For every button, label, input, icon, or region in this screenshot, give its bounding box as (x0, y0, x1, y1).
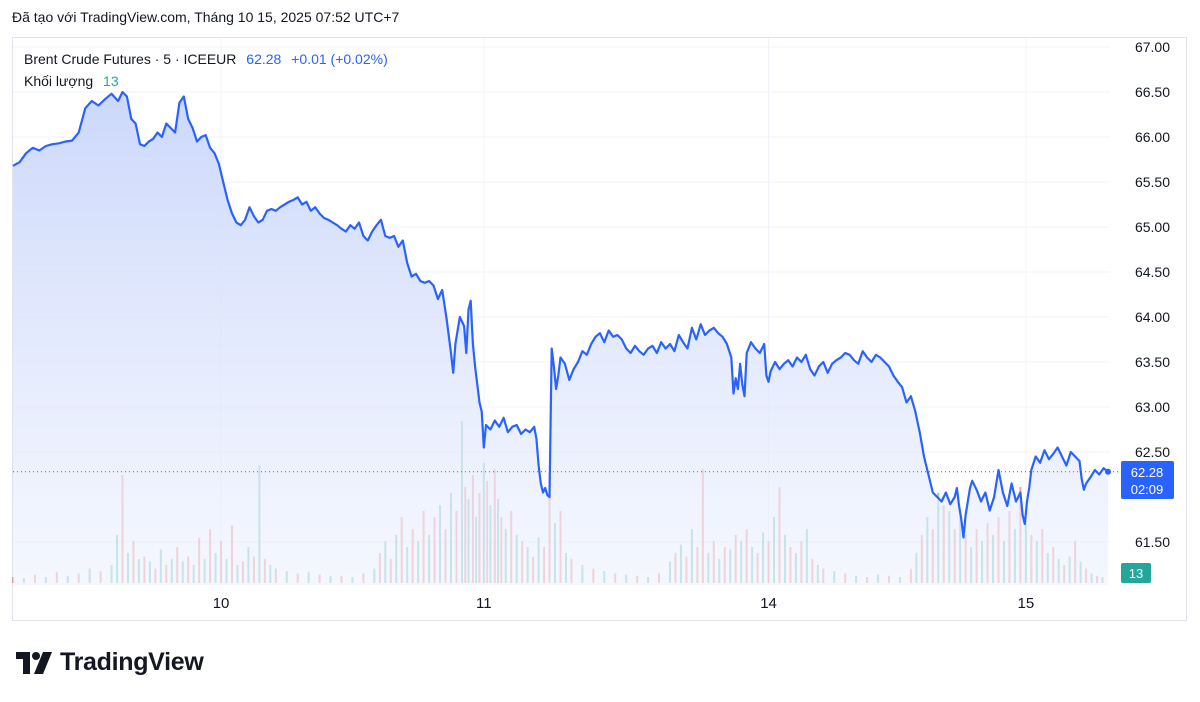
price-tick-label: 66.00 (1135, 129, 1170, 145)
price-tick-label: 67.00 (1135, 39, 1170, 55)
price-tick-label: 63.50 (1135, 354, 1170, 370)
last-price-dot (1105, 468, 1111, 475)
symbol-row[interactable]: Brent Crude Futures · 5 · ICEEUR 62.28 +… (24, 48, 388, 70)
price-tick-label: 64.00 (1135, 309, 1170, 325)
price-tick-label: 62.50 (1135, 444, 1170, 460)
price-change: +0.01 (+0.02%) (291, 51, 388, 67)
last-price-badge: 62.28 02:09 (1121, 461, 1174, 499)
time-axis[interactable]: 10 11 14 15 (213, 595, 1035, 612)
volume-badge-bg (1121, 563, 1151, 583)
tradingview-logo-icon (16, 651, 52, 674)
bar-countdown: 02:09 (1131, 482, 1164, 497)
last-price-badge-bg (1121, 461, 1174, 499)
chart-legend[interactable]: Brent Crude Futures · 5 · ICEEUR 62.28 +… (24, 48, 388, 92)
tradingview-logo-text: TradingView (60, 648, 204, 676)
price-tick-label: 66.50 (1135, 84, 1170, 100)
price-axis[interactable]: 67.00 66.50 66.00 65.50 65.00 64.50 64.00 63.50… (1135, 39, 1170, 550)
chart-frame[interactable] (12, 37, 1187, 621)
price-tick-label: 65.00 (1135, 219, 1170, 235)
price-tick-label: 64.50 (1135, 264, 1170, 280)
volume-row[interactable]: Khối lượng 13 (24, 70, 388, 92)
symbol-title[interactable]: Brent Crude Futures · 5 · ICEEUR (24, 51, 237, 67)
tradingview-logo[interactable]: TradingView (16, 648, 204, 677)
volume-badge: 13 (1121, 563, 1151, 583)
last-price: 62.28 (246, 51, 282, 67)
volume-value: 13 (103, 73, 119, 89)
price-line (12, 90, 1109, 539)
time-tick-label: 10 (213, 595, 230, 612)
price-tick-label: 65.50 (1135, 174, 1170, 190)
chart-caption: Đã tạo với TradingView.com, Tháng 10 15,… (12, 9, 400, 25)
price-tick-label: 61.50 (1135, 534, 1170, 550)
volume-label[interactable]: Khối lượng (24, 73, 94, 89)
last-price-value: 62.28 (1131, 465, 1164, 480)
time-tick-label: 15 (1018, 595, 1035, 612)
time-tick-label: 14 (760, 595, 777, 612)
price-tick-label: 63.00 (1135, 399, 1170, 415)
time-tick-label: 11 (476, 595, 492, 612)
price-area-fill (13, 92, 1108, 585)
volume-badge-value: 13 (1129, 566, 1143, 581)
